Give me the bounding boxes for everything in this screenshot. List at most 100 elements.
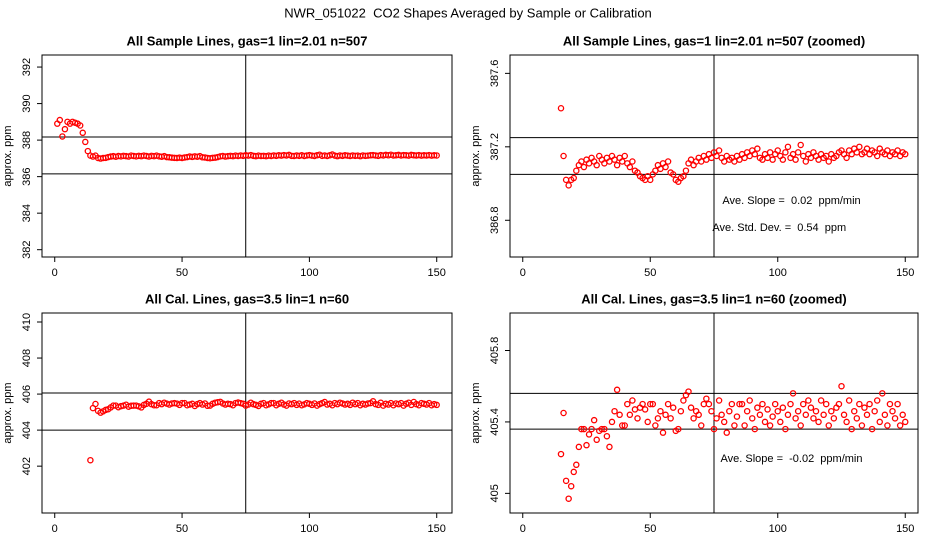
point: [634, 415, 641, 422]
point: [616, 411, 623, 419]
x-tick-label: 150: [896, 267, 914, 279]
point: [703, 395, 710, 402]
point: [743, 407, 751, 415]
point: [769, 413, 776, 420]
point: [840, 411, 848, 419]
x-tick-label: 0: [520, 523, 526, 535]
point: [433, 401, 440, 409]
y-tick-label: 405.8: [489, 337, 501, 365]
y-axis-label: approx. ppm: [2, 382, 14, 443]
point: [794, 407, 802, 415]
point: [705, 400, 713, 408]
point: [601, 425, 608, 433]
point: [726, 407, 733, 415]
point: [613, 161, 621, 169]
point: [593, 436, 600, 444]
y-tick-label: 387.6: [489, 60, 501, 88]
page-title: NWR_051022 CO2 Shapes Averaged by Sample…: [284, 5, 652, 20]
point: [598, 425, 606, 433]
point: [746, 397, 753, 404]
point: [886, 400, 894, 408]
point: [562, 477, 570, 485]
point: [695, 411, 702, 419]
y-axis-label: approx. ppm: [2, 125, 14, 186]
point: [838, 382, 845, 390]
point: [794, 149, 802, 156]
point: [593, 161, 600, 169]
point: [565, 495, 572, 502]
y-axis-label: approx. ppm: [470, 125, 482, 186]
point: [669, 404, 677, 411]
point: [629, 158, 636, 165]
point: [562, 176, 570, 184]
point: [741, 422, 748, 429]
x-tick-label: 50: [644, 523, 656, 535]
y-tick-label: 384: [21, 204, 33, 222]
point: [769, 156, 776, 163]
point: [573, 167, 580, 174]
point: [807, 404, 815, 411]
point: [736, 400, 743, 408]
point: [754, 145, 761, 152]
annotation: Ave. Slope = -0.02 ppm/min: [721, 453, 863, 465]
point: [720, 418, 728, 426]
point: [603, 432, 611, 440]
point: [784, 411, 792, 419]
point: [782, 149, 789, 156]
panel-title: All Sample Lines, gas=1 lin=2.01 n=507 (…: [563, 33, 865, 48]
point: [771, 400, 779, 408]
x-tick-label: 0: [52, 523, 58, 535]
point: [856, 400, 863, 408]
point: [677, 407, 685, 415]
y-tick-label: 382: [21, 241, 33, 259]
point: [881, 411, 889, 419]
point: [817, 397, 825, 404]
point: [718, 411, 725, 419]
point: [802, 411, 810, 419]
point: [580, 163, 588, 171]
point: [738, 400, 746, 408]
point: [626, 411, 634, 419]
point: [733, 413, 741, 420]
point: [825, 422, 833, 429]
point: [843, 418, 850, 426]
point: [815, 418, 822, 426]
point: [723, 429, 731, 436]
panel-title: All Cal. Lines, gas=3.5 lin=1 n=60: [145, 291, 349, 306]
x-tick-label: 100: [300, 523, 318, 535]
x-tick-label: 100: [300, 267, 318, 279]
x-tick-label: 50: [644, 267, 656, 279]
point: [621, 152, 629, 160]
x-tick-label: 150: [428, 523, 446, 535]
point: [150, 402, 158, 409]
point: [843, 154, 850, 162]
point: [430, 152, 438, 159]
point: [863, 411, 871, 419]
point: [680, 172, 687, 180]
point: [777, 418, 784, 426]
point: [876, 418, 884, 426]
point: [659, 429, 667, 436]
y-tick-label: 408: [21, 349, 33, 367]
point: [560, 409, 567, 417]
point: [267, 399, 275, 407]
point: [851, 407, 858, 415]
point: [647, 400, 654, 408]
panel-title: All Cal. Lines, gas=3.5 lin=1 n=60 (zoom…: [581, 291, 847, 306]
point: [715, 397, 723, 404]
point: [853, 415, 861, 422]
point: [779, 404, 787, 411]
point: [647, 176, 654, 184]
y-tick-label: 405: [489, 484, 501, 502]
point: [845, 397, 853, 404]
point: [766, 149, 774, 156]
point: [641, 406, 649, 413]
point: [59, 133, 66, 140]
point: [92, 400, 99, 408]
point: [835, 400, 843, 408]
point: [774, 147, 782, 154]
point: [664, 400, 672, 408]
point: [779, 156, 787, 163]
point: [820, 411, 827, 419]
